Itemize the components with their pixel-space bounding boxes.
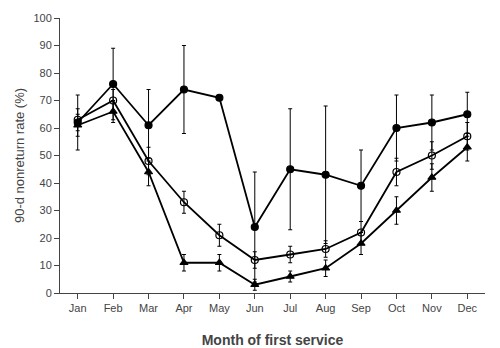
svg-text:Oct: Oct [388,302,405,314]
svg-text:90-d nonreturn rate (%): 90-d nonreturn rate (%) [12,88,27,223]
svg-text:Jan: Jan [69,302,87,314]
svg-text:30: 30 [40,204,52,216]
svg-text:Aug: Aug [316,302,336,314]
svg-text:60: 60 [40,122,52,134]
svg-text:Feb: Feb [104,302,123,314]
svg-text:May: May [209,302,230,314]
svg-text:0: 0 [46,287,52,299]
svg-text:Month of first service: Month of first service [202,332,344,348]
svg-text:Nov: Nov [422,302,442,314]
svg-text:10: 10 [40,259,52,271]
svg-text:Apr: Apr [175,302,192,314]
svg-text:Mar: Mar [139,302,158,314]
svg-text:Jul: Jul [283,302,297,314]
svg-text:Jun: Jun [246,302,264,314]
svg-text:80: 80 [40,67,52,79]
svg-text:20: 20 [40,232,52,244]
svg-text:70: 70 [40,94,52,106]
svg-text:40: 40 [40,177,52,189]
svg-text:100: 100 [33,12,51,24]
svg-text:Sep: Sep [351,302,371,314]
svg-text:90: 90 [40,39,52,51]
svg-text:Dec: Dec [458,302,478,314]
svg-text:50: 50 [40,149,52,161]
